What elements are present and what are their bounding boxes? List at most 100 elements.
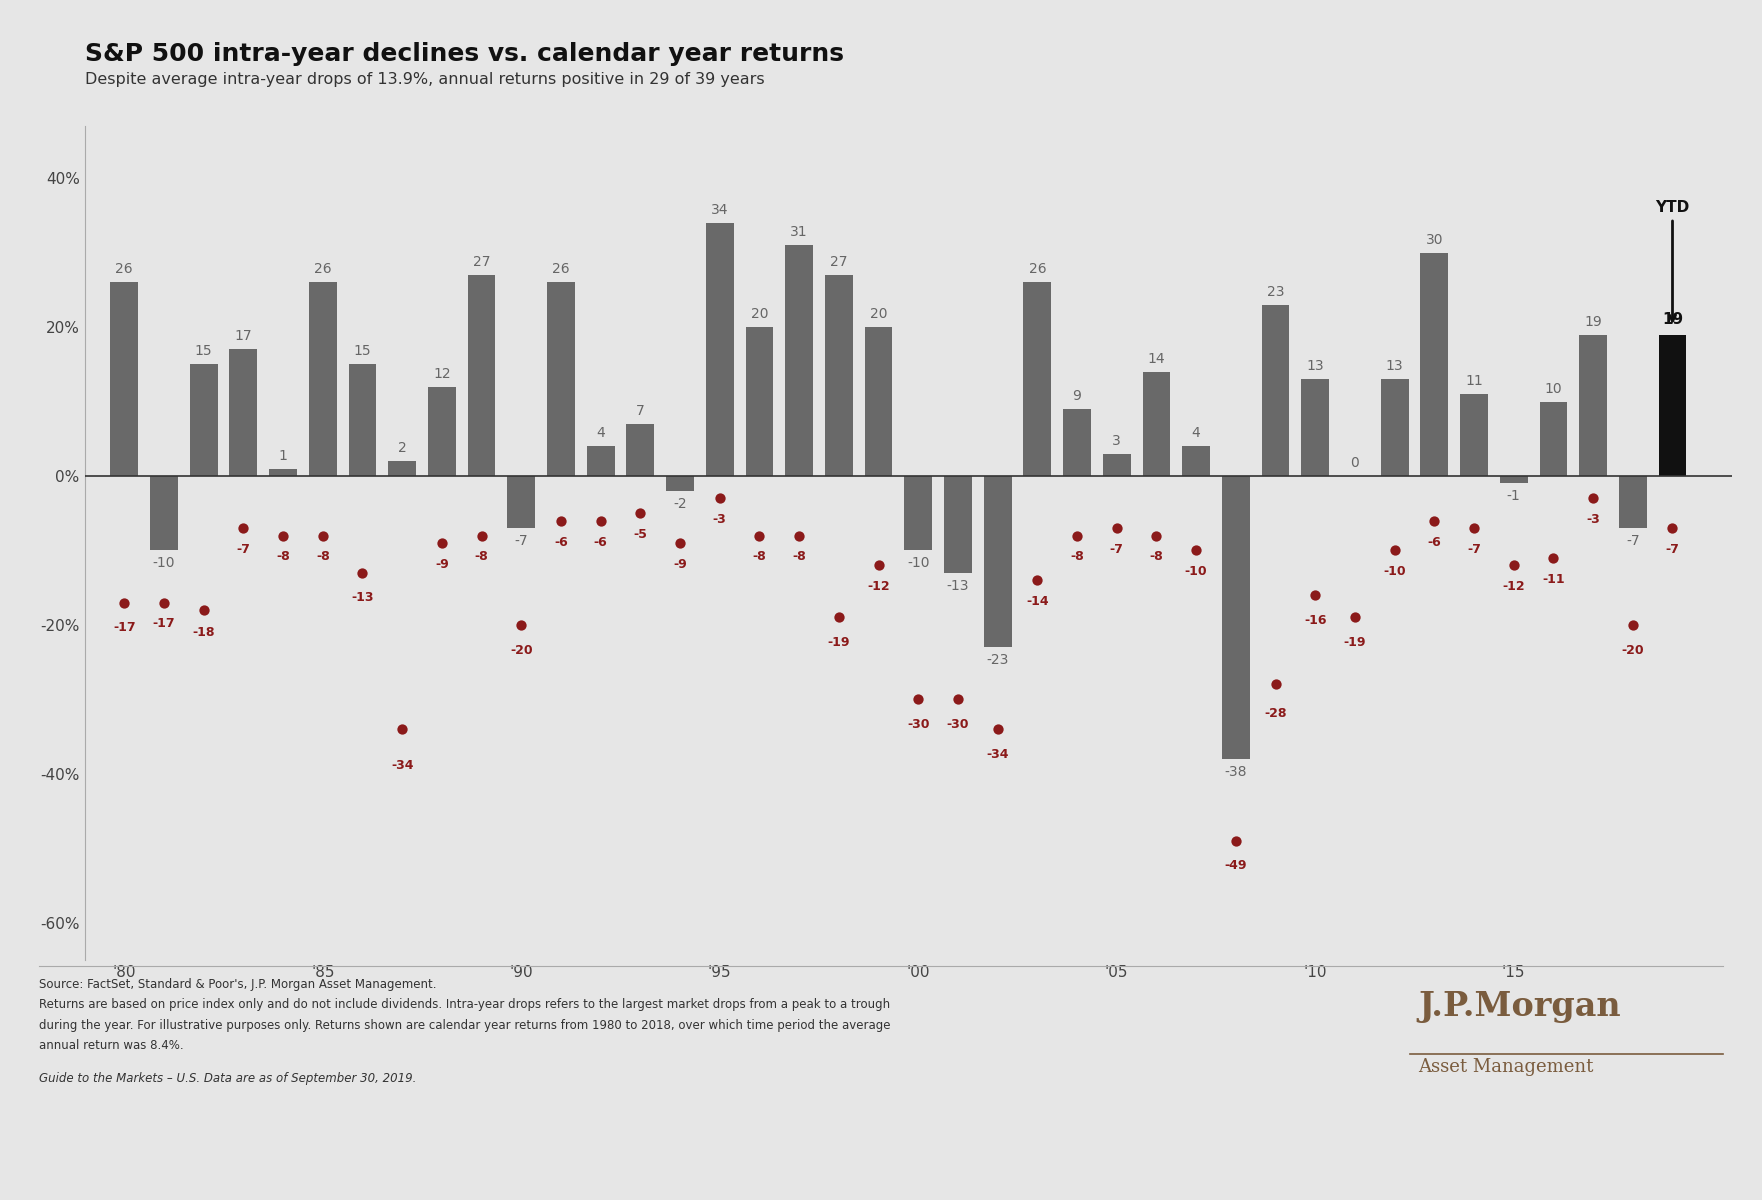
Text: -19: -19 xyxy=(1344,636,1366,649)
Bar xyxy=(1381,379,1408,476)
Text: Returns are based on price index only and do not include dividends. Intra-year d: Returns are based on price index only an… xyxy=(39,998,890,1012)
Text: 2: 2 xyxy=(398,442,407,455)
Text: YTD: YTD xyxy=(1655,200,1690,322)
Text: -7: -7 xyxy=(1665,542,1679,556)
Point xyxy=(190,600,218,619)
Text: -3: -3 xyxy=(1586,514,1600,527)
Text: -8: -8 xyxy=(1070,551,1084,564)
Bar xyxy=(428,386,456,476)
Point xyxy=(467,526,495,545)
Bar xyxy=(1302,379,1329,476)
Text: -6: -6 xyxy=(1427,535,1441,548)
Text: -8: -8 xyxy=(752,551,766,564)
Text: 15: 15 xyxy=(196,344,213,359)
Text: 26: 26 xyxy=(116,263,134,276)
Point xyxy=(1540,548,1568,568)
Point xyxy=(270,526,298,545)
Bar xyxy=(1540,402,1568,476)
Text: annual return was 8.4%.: annual return was 8.4%. xyxy=(39,1039,183,1052)
Point xyxy=(587,511,615,530)
Bar xyxy=(1142,372,1170,476)
Text: 4: 4 xyxy=(1191,426,1200,440)
Text: 14: 14 xyxy=(1147,352,1165,366)
Bar xyxy=(349,365,377,476)
Bar xyxy=(1579,335,1607,476)
Text: 7: 7 xyxy=(636,404,645,418)
Text: -9: -9 xyxy=(435,558,449,571)
Text: -12: -12 xyxy=(1503,581,1526,593)
Text: 9: 9 xyxy=(1073,389,1082,403)
Text: 12: 12 xyxy=(433,367,451,380)
Bar xyxy=(745,328,774,476)
Text: -9: -9 xyxy=(673,558,687,571)
Text: 11: 11 xyxy=(1466,374,1484,388)
Text: 23: 23 xyxy=(1267,284,1284,299)
Point xyxy=(1420,511,1448,530)
Point xyxy=(428,533,456,552)
Text: -10: -10 xyxy=(907,557,930,570)
Bar xyxy=(1420,252,1448,476)
Text: -8: -8 xyxy=(1149,551,1163,564)
Point xyxy=(1300,586,1329,605)
Text: -14: -14 xyxy=(1025,595,1048,608)
Text: -8: -8 xyxy=(793,551,805,564)
Point xyxy=(1221,832,1249,851)
Point xyxy=(1619,616,1647,635)
Bar xyxy=(983,476,1011,647)
Text: 19: 19 xyxy=(1584,314,1602,329)
Text: -20: -20 xyxy=(1621,643,1644,656)
Point xyxy=(1103,518,1131,538)
Bar xyxy=(388,461,416,476)
Text: -5: -5 xyxy=(633,528,647,541)
Text: 27: 27 xyxy=(830,254,848,269)
Text: -12: -12 xyxy=(867,581,890,593)
Point xyxy=(825,608,853,628)
Bar xyxy=(1062,409,1091,476)
Text: 26: 26 xyxy=(552,263,569,276)
Point xyxy=(786,526,814,545)
Bar xyxy=(1658,335,1686,476)
Text: 34: 34 xyxy=(712,203,728,217)
Bar xyxy=(904,476,932,551)
Text: -8: -8 xyxy=(277,551,291,564)
Text: -6: -6 xyxy=(553,535,567,548)
Bar xyxy=(1262,305,1290,476)
Text: -23: -23 xyxy=(987,653,1010,667)
Text: 31: 31 xyxy=(791,226,809,239)
Text: during the year. For illustrative purposes only. Returns shown are calendar year: during the year. For illustrative purpos… xyxy=(39,1019,890,1032)
Text: -7: -7 xyxy=(515,534,529,548)
Bar xyxy=(111,282,137,476)
Text: 13: 13 xyxy=(1306,359,1323,373)
Bar xyxy=(1103,454,1131,476)
Text: -19: -19 xyxy=(828,636,849,649)
Text: -11: -11 xyxy=(1542,572,1565,586)
Text: -13: -13 xyxy=(946,578,969,593)
Text: -7: -7 xyxy=(1626,534,1640,548)
Point xyxy=(507,616,536,635)
Bar xyxy=(1221,476,1249,758)
Bar xyxy=(1024,282,1052,476)
Text: -34: -34 xyxy=(987,748,1010,761)
Point xyxy=(1262,674,1290,694)
Text: J.P.Morgan: J.P.Morgan xyxy=(1418,990,1621,1022)
Text: -8: -8 xyxy=(474,551,488,564)
Bar xyxy=(1461,394,1487,476)
Text: -16: -16 xyxy=(1304,613,1327,626)
Text: -10: -10 xyxy=(153,557,174,570)
Bar xyxy=(627,424,654,476)
Bar xyxy=(308,282,337,476)
Text: -7: -7 xyxy=(1110,542,1124,556)
Bar xyxy=(546,282,574,476)
Text: Source: FactSet, Standard & Poor's, J.P. Morgan Asset Management.: Source: FactSet, Standard & Poor's, J.P.… xyxy=(39,978,437,991)
Bar xyxy=(786,245,812,476)
Point xyxy=(111,593,139,612)
Point xyxy=(1142,526,1170,545)
Point xyxy=(705,488,733,508)
Text: -30: -30 xyxy=(907,718,930,731)
Bar xyxy=(666,476,694,491)
Bar xyxy=(587,446,615,476)
Text: Guide to the Markets – U.S. Data are as of September 30, 2019.: Guide to the Markets – U.S. Data are as … xyxy=(39,1072,416,1085)
Point xyxy=(229,518,257,538)
Point xyxy=(1062,526,1091,545)
Text: -10: -10 xyxy=(1383,565,1406,578)
